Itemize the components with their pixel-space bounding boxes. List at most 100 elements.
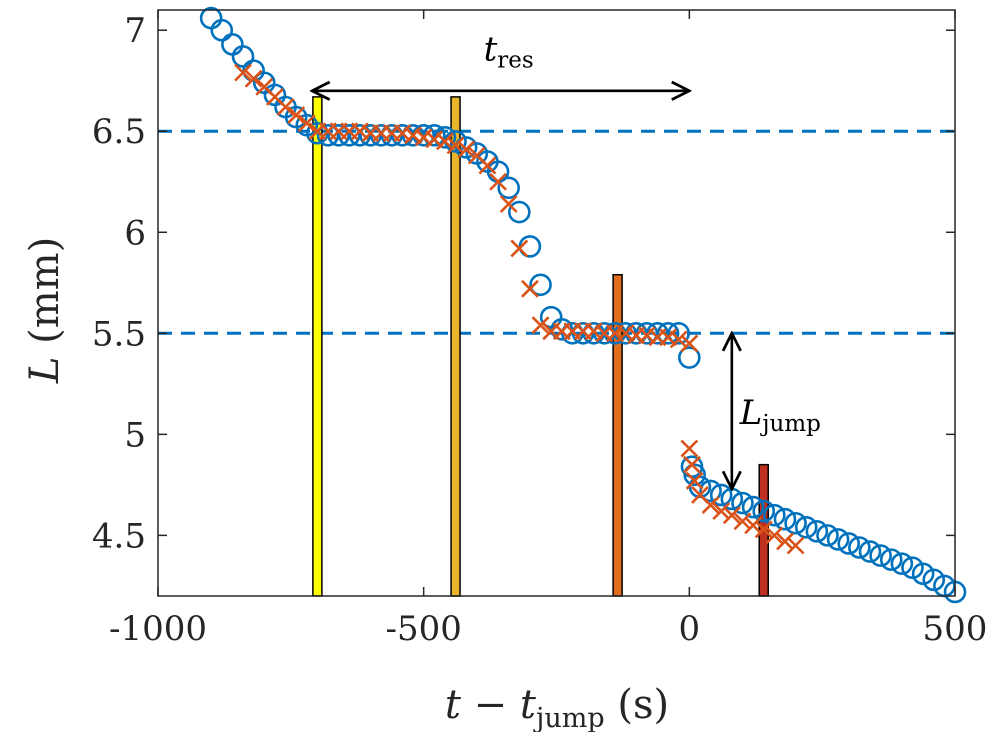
x-tick-label: -500 xyxy=(385,609,461,649)
axes-box xyxy=(157,9,956,597)
data-point-circle xyxy=(656,322,680,345)
y-label-var: L xyxy=(22,357,68,385)
data-point-x xyxy=(350,122,369,141)
x-axis-label: t − tjump (s) xyxy=(445,682,669,732)
l-jump-label: Ljump xyxy=(739,393,821,437)
data-point-circle xyxy=(678,346,701,369)
data-point-circle xyxy=(773,507,797,531)
data-point-x xyxy=(659,328,677,347)
data-point-x xyxy=(712,502,731,521)
data-point-x xyxy=(521,279,539,298)
data-point-x xyxy=(776,532,794,551)
data-point-x xyxy=(297,114,316,133)
y-tick-label: 6 xyxy=(124,213,146,253)
data-point-circle xyxy=(794,515,818,539)
x-tick-label: 500 xyxy=(923,609,988,649)
y-label-unit: (mm) xyxy=(22,237,68,357)
x-label-sub: jump xyxy=(533,703,605,732)
data-point-x xyxy=(701,496,720,514)
x-tick-label: -1000 xyxy=(109,609,207,649)
data-point-circle xyxy=(816,524,839,547)
data-point-circle xyxy=(699,479,722,503)
data-point-circle xyxy=(731,491,754,515)
x-label-var2: t xyxy=(520,682,537,728)
data-point-circle xyxy=(497,176,520,200)
data-point-x xyxy=(414,128,433,147)
data-point-circle xyxy=(837,532,861,555)
y-tick-label: 5.5 xyxy=(92,314,146,354)
tick-labels: -1000 -500 0 500 4.5 5 5.5 6 6.5 7 xyxy=(92,11,988,649)
data-point-circle xyxy=(890,552,914,575)
vertical-bar xyxy=(312,96,323,597)
data-point-circle xyxy=(763,503,786,527)
data-point-x xyxy=(404,126,422,145)
data-point-circle xyxy=(784,511,807,535)
data-point-x xyxy=(457,140,476,159)
vertical-bar xyxy=(450,96,461,597)
data-point-circle xyxy=(869,544,892,567)
data-point-circle xyxy=(741,495,765,519)
data-point-circle xyxy=(901,556,924,580)
data-point-circle xyxy=(826,528,850,551)
y-tick-label: 7 xyxy=(124,11,146,51)
data-point-x xyxy=(478,156,497,175)
data-point-x xyxy=(244,69,263,88)
data-point-circle xyxy=(752,499,776,523)
data-point-x xyxy=(287,106,306,124)
y-tick-label: 5 xyxy=(124,415,146,455)
data-point-x xyxy=(754,520,773,539)
t-res-sub: res xyxy=(497,48,533,74)
data-point-circle xyxy=(848,536,871,559)
data-point-circle xyxy=(667,322,691,345)
data-point-x xyxy=(531,316,550,335)
axes xyxy=(157,9,956,597)
data-point-x xyxy=(722,506,741,525)
x-tick-label: 0 xyxy=(679,609,701,649)
data-point-x xyxy=(425,130,444,149)
data-point-x xyxy=(616,324,635,343)
l-jump-var: L xyxy=(739,393,763,433)
x-label-op: − xyxy=(461,682,520,728)
data-point-x xyxy=(669,330,688,349)
data-point-x xyxy=(765,526,784,545)
data-point-x xyxy=(393,124,412,143)
data-point-x xyxy=(680,439,699,458)
data-point-x xyxy=(680,334,699,353)
l-jump-sub: jump xyxy=(759,411,820,437)
data-point-circle xyxy=(210,18,234,42)
data-point-circle xyxy=(529,273,552,297)
data-point-circle xyxy=(911,562,935,586)
data-point-circle xyxy=(858,540,882,563)
reference-lines xyxy=(158,129,955,335)
y-tick-label: 4.5 xyxy=(92,516,146,556)
t-res-label: tres xyxy=(484,30,534,74)
data-point-x xyxy=(499,195,518,213)
x-label-unit: (s) xyxy=(605,682,669,728)
data-point-circle xyxy=(922,568,946,592)
data-point-x xyxy=(786,536,805,555)
data-point-x xyxy=(584,322,603,341)
data-point-x xyxy=(744,516,763,535)
t-res-var: t xyxy=(484,30,498,70)
annotations xyxy=(312,91,732,489)
data-point-x xyxy=(436,132,454,151)
data-point-x xyxy=(446,136,465,155)
data-series xyxy=(199,6,967,604)
data-point-circle xyxy=(879,548,903,571)
data-point-x xyxy=(489,172,507,191)
data-point-circle xyxy=(805,520,829,543)
data-point-x xyxy=(276,98,295,116)
data-point-circle xyxy=(709,483,733,507)
data-point-x xyxy=(234,63,252,82)
y-axis-label: L (mm) xyxy=(22,237,68,384)
data-point-circle xyxy=(231,45,255,68)
data-point-x xyxy=(510,239,529,258)
data-point-x xyxy=(637,326,656,345)
data-point-x xyxy=(733,512,752,531)
data-point-circle xyxy=(683,463,706,487)
x-label-var: t xyxy=(445,682,462,728)
y-tick-label: 6.5 xyxy=(92,112,146,152)
data-point-circle xyxy=(508,200,531,224)
data-point-x xyxy=(683,455,701,474)
